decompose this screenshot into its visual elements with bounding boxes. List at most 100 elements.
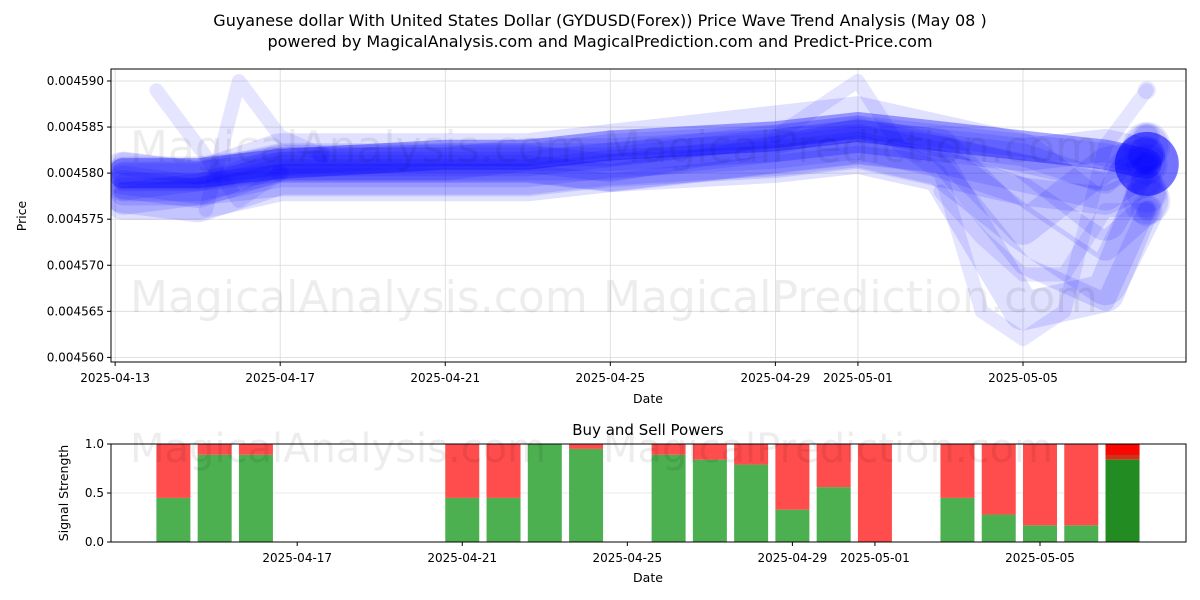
price-wave-spike-a <box>149 83 288 208</box>
buy-sell-x-tick-label: 2025-04-17 <box>262 551 332 565</box>
sell-bar <box>734 444 769 465</box>
price-wave-endpoint <box>1137 200 1156 219</box>
buy-bar <box>734 464 769 542</box>
price-wave-endpoint <box>1135 198 1158 221</box>
sell-bar <box>816 444 851 488</box>
price-y-tick-label: 0.004575 <box>47 212 104 226</box>
buy-sell-bars <box>156 444 1140 542</box>
price-x-ticks: 2025-04-13 2025-04-17 2025-04-21 2025-04-25… <box>80 362 1058 385</box>
buy-bar <box>692 459 727 542</box>
buy-bar <box>569 448 604 542</box>
buy-sell-y-tick-label: 0.0 <box>85 535 104 549</box>
buy-bar <box>486 497 521 542</box>
price-wave-spike-b <box>198 74 329 217</box>
sell-bar <box>692 444 727 460</box>
price-y-tick-label: 0.004565 <box>47 304 104 318</box>
sell-bar <box>1022 444 1057 526</box>
price-wave-endpoint <box>271 164 290 183</box>
buy-bar <box>445 497 480 542</box>
price-y-tick-label: 0.004590 <box>47 74 104 88</box>
sell-bar <box>569 444 604 449</box>
buy-sell-x-tick-label: 2025-05-01 <box>840 551 910 565</box>
buy-sell-x-axis-label: Date <box>633 570 663 585</box>
figure-title-line2: powered by MagicalAnalysis.com and Magic… <box>267 32 932 51</box>
price-wave-wave-9 <box>111 140 1161 261</box>
watermark-analysis: MagicalAnalysis.com <box>130 272 588 323</box>
sell-bar <box>775 444 810 510</box>
buy-bar <box>775 509 810 542</box>
price-wave-group <box>111 74 1179 346</box>
price-x-tick-label: 2025-04-17 <box>245 371 315 385</box>
watermark-prediction: MagicalPrediction.com <box>603 272 1098 323</box>
price-x-tick-label: 2025-04-29 <box>741 371 811 385</box>
watermark-prediction-bottom: MagicalPrediction.com <box>603 426 1053 472</box>
price-x-tick-label: 2025-04-21 <box>410 371 480 385</box>
price-wave-wave-10 <box>111 119 1164 190</box>
price-wave-wave-7 <box>114 145 1156 312</box>
buy-bar <box>238 454 273 542</box>
sell-bar <box>857 444 892 542</box>
price-x-tick-label: 2025-04-13 <box>80 371 150 385</box>
price-y-tick-label: 0.004560 <box>47 350 104 364</box>
buy-bar <box>651 454 686 542</box>
buy-bar <box>156 497 191 542</box>
price-wave-wave-8 <box>111 115 1159 194</box>
watermark-analysis-upper: MagicalAnalysis.com <box>130 122 588 173</box>
watermark-analysis-bottom: MagicalAnalysis.com <box>130 426 546 472</box>
price-wave-wave-2 <box>111 115 1159 185</box>
price-wave-wave-3 <box>111 131 1161 215</box>
price-y-tick-label: 0.004570 <box>47 258 104 272</box>
sell-bar <box>238 444 273 455</box>
sell-bar <box>651 444 686 455</box>
buy-sell-y-ticks: 0.0 0.5 1.0 <box>85 437 111 549</box>
price-y-tick-label: 0.004585 <box>47 120 104 134</box>
sell-bar-highlight <box>1105 444 1140 455</box>
figure-title-line1: Guyanese dollar With United States Dolla… <box>213 11 986 30</box>
price-waves <box>111 74 1179 346</box>
buy-bar <box>1064 525 1099 542</box>
price-wave-endpoint <box>1130 193 1163 226</box>
price-y-tick-label: 0.004580 <box>47 166 104 180</box>
price-x-tick-label: 2025-05-05 <box>988 371 1058 385</box>
sell-bar <box>981 444 1016 515</box>
price-wave-chart: MagicalAnalysis.com MagicalPrediction.co… <box>14 68 1187 406</box>
price-wave-spike-c <box>768 74 1154 346</box>
buy-bar <box>197 454 232 542</box>
price-wave-spike-d <box>933 184 1154 282</box>
price-wave-wave-1 <box>114 118 1156 192</box>
price-wave-wave-5 <box>111 135 1166 331</box>
buy-sell-chart: Buy and Sell Powers MagicalAnalysis.com … <box>56 421 1187 585</box>
price-y-ticks: 0.004560 0.004565 0.004570 0.004575 0.004580… <box>47 74 111 364</box>
price-plot-area <box>111 69 1186 362</box>
price-wave-wave-11 <box>111 126 1166 211</box>
price-plot-frame <box>110 68 1187 363</box>
sell-bar <box>156 444 191 498</box>
buy-bar <box>1105 459 1140 542</box>
buy-sell-x-ticks: 2025-04-17 2025-04-21 2025-04-25 2025-04-29… <box>262 542 1075 565</box>
sell-bar <box>197 444 232 455</box>
buy-sell-x-tick-label: 2025-04-25 <box>592 551 662 565</box>
price-wave-wave-6 <box>111 96 1169 241</box>
buy-sell-title: Buy and Sell Powers <box>572 421 724 439</box>
buy-bar <box>1022 525 1057 542</box>
price-wave-wave-12 <box>111 124 1169 306</box>
price-wave-wave-4 <box>111 119 1164 245</box>
buy-sell-x-tick-label: 2025-05-05 <box>1005 551 1075 565</box>
price-x-tick-label: 2025-05-01 <box>823 371 893 385</box>
buy-bar <box>940 497 975 542</box>
sell-bar <box>940 444 975 498</box>
buy-bar <box>527 444 562 542</box>
buy-bar <box>816 487 851 542</box>
price-wave-head <box>1114 131 1179 196</box>
buy-bar <box>981 514 1016 542</box>
buy-sell-y-tick-label: 1.0 <box>85 437 104 451</box>
buy-sell-y-axis-label: Signal Strength <box>56 445 71 541</box>
buy-sell-x-tick-label: 2025-04-21 <box>427 551 497 565</box>
price-wave-core <box>111 112 1162 189</box>
sell-bar <box>486 444 521 498</box>
price-y-axis-label: Price <box>14 200 29 231</box>
sell-bar <box>445 444 480 498</box>
buy-sell-x-tick-label: 2025-04-29 <box>758 551 828 565</box>
